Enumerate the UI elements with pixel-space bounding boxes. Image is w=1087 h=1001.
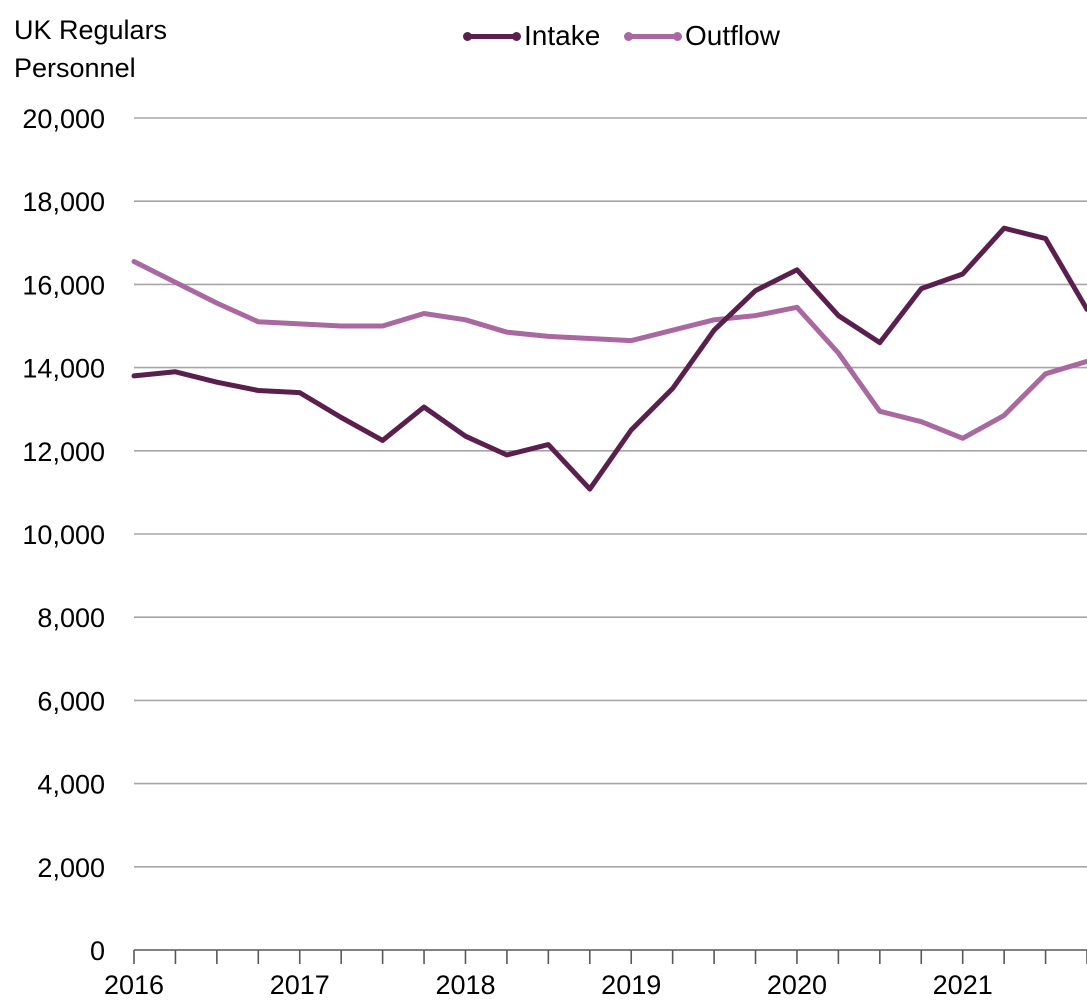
y-tick-label: 10,000 <box>22 520 105 550</box>
x-tick-label: 2021 <box>933 970 993 1000</box>
series-line-outflow <box>131 259 1087 441</box>
legend-item-outflow: Outflow <box>624 20 780 52</box>
legend-label-outflow: Outflow <box>685 20 780 51</box>
series-line-intake <box>131 225 1087 492</box>
x-tick-label: 2018 <box>435 970 495 1000</box>
y-tick-label: 4,000 <box>37 770 105 800</box>
x-tick-label: 2019 <box>601 970 661 1000</box>
y-tick-label: 2,000 <box>37 853 105 883</box>
legend-item-intake: Intake <box>463 20 601 52</box>
x-tick-label: 2020 <box>767 970 827 1000</box>
x-tick-label: 2017 <box>270 970 330 1000</box>
legend-swatch-intake <box>463 31 521 41</box>
legend-swatch-outflow <box>624 31 682 41</box>
y-tick-label: 0 <box>90 936 105 966</box>
series-lines <box>131 225 1087 492</box>
x-tick-label: 2016 <box>104 970 164 1000</box>
y-tick-label: 8,000 <box>37 603 105 633</box>
y-tick-label: 18,000 <box>22 187 105 217</box>
y-axis-title-line-2: Personnel <box>14 53 136 83</box>
y-axis-title-line-1: UK Regulars <box>14 15 168 45</box>
legend-label-intake: Intake <box>524 20 601 51</box>
y-tick-label: 20,000 <box>22 104 105 134</box>
x-axis: 2016 2017 2018 2019 2020 2021 <box>104 949 1087 1000</box>
y-tick-labels: 0 2,000 4,000 6,000 8,000 10,000 12,000 14,000 1… <box>22 104 105 966</box>
y-tick-label: 12,000 <box>22 437 105 467</box>
y-tick-label: 6,000 <box>37 686 105 716</box>
y-tick-label: 14,000 <box>22 354 105 384</box>
gridlines <box>134 117 1087 868</box>
y-tick-label: 16,000 <box>22 270 105 300</box>
